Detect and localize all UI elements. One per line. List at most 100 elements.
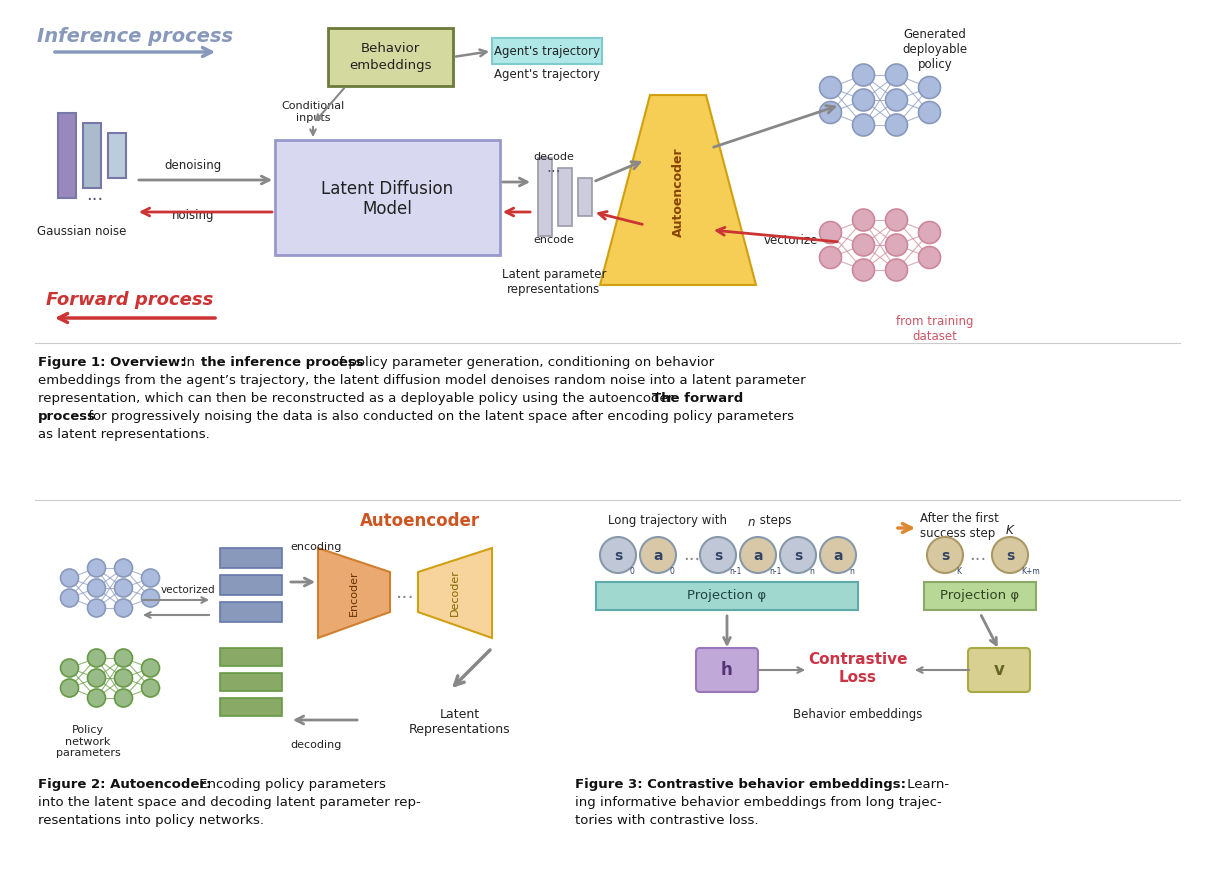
Circle shape [741, 537, 776, 573]
Text: Figure 1: Overview:: Figure 1: Overview: [38, 356, 186, 369]
Text: Loss: Loss [839, 671, 877, 686]
FancyBboxPatch shape [968, 648, 1030, 692]
Bar [220, 602, 282, 622]
Text: as latent representations.: as latent representations. [38, 428, 209, 441]
Text: a: a [833, 549, 843, 563]
Text: K+m: K+m [1021, 567, 1041, 576]
Text: K: K [1006, 524, 1014, 537]
Bar [492, 38, 602, 64]
Circle shape [852, 259, 874, 281]
Text: embeddings from the agent’s trajectory, the latent diffusion model denoises rand: embeddings from the agent’s trajectory, … [38, 374, 806, 387]
Text: vectorize: vectorize [764, 233, 818, 246]
Text: Gaussian noise: Gaussian noise [38, 225, 126, 238]
Text: Behavior: Behavior [361, 42, 420, 55]
Text: tories with contrastive loss.: tories with contrastive loss. [575, 814, 759, 827]
Circle shape [88, 559, 106, 577]
Text: Agent's trajectory: Agent's trajectory [494, 68, 599, 81]
Text: Decoder: Decoder [450, 569, 460, 616]
Text: ...: ... [969, 546, 986, 564]
Text: Model: Model [362, 200, 412, 217]
Text: encode: encode [534, 235, 574, 245]
Circle shape [141, 589, 159, 607]
Bar [578, 178, 592, 216]
Text: n: n [748, 516, 755, 529]
Text: ...: ... [86, 186, 103, 204]
Text: Agent's trajectory: Agent's trajectory [494, 45, 599, 57]
Circle shape [114, 559, 133, 577]
Text: Autoencoder: Autoencoder [671, 147, 685, 237]
Circle shape [141, 569, 159, 587]
Bar [558, 168, 572, 226]
Circle shape [779, 537, 816, 573]
Text: Contrastive: Contrastive [809, 652, 908, 668]
Text: from training
dataset: from training dataset [896, 315, 974, 343]
Circle shape [992, 537, 1028, 573]
Bar [220, 673, 282, 691]
Circle shape [918, 222, 940, 244]
Bar [328, 28, 454, 86]
Circle shape [885, 89, 907, 111]
Circle shape [918, 246, 940, 268]
Text: s: s [794, 549, 803, 563]
Text: n: n [810, 567, 815, 576]
Text: of policy parameter generation, conditioning on behavior: of policy parameter generation, conditio… [327, 356, 714, 369]
Text: Inference process: Inference process [36, 26, 233, 46]
Circle shape [820, 537, 856, 573]
Text: noising: noising [171, 209, 214, 222]
Bar [220, 648, 282, 666]
Text: n-1: n-1 [770, 567, 782, 576]
Text: n: n [850, 567, 855, 576]
Circle shape [852, 89, 874, 111]
Text: v: v [993, 661, 1004, 679]
Bar [220, 548, 282, 568]
Text: Learn-: Learn- [903, 778, 950, 791]
Circle shape [852, 64, 874, 86]
Text: 0: 0 [670, 567, 675, 576]
Circle shape [599, 537, 636, 573]
Bar [275, 140, 500, 255]
Text: Figure 2: Autoencoder:: Figure 2: Autoencoder: [38, 778, 212, 791]
Text: Encoder: Encoder [349, 570, 359, 616]
Text: Figure 3: Contrastive behavior embeddings:: Figure 3: Contrastive behavior embedding… [575, 778, 906, 791]
Polygon shape [418, 548, 492, 638]
Circle shape [61, 569, 79, 587]
Circle shape [61, 679, 79, 697]
Text: K: K [957, 567, 962, 576]
Text: Projection φ: Projection φ [687, 590, 766, 603]
Circle shape [820, 222, 841, 244]
Bar [596, 582, 858, 610]
Circle shape [918, 101, 940, 123]
Text: In: In [170, 356, 199, 369]
Text: Latent parameter
representations: Latent parameter representations [502, 268, 607, 296]
Text: Forward process: Forward process [46, 291, 214, 309]
Circle shape [141, 679, 159, 697]
Text: Projection φ: Projection φ [940, 590, 1019, 603]
Text: resentations into policy networks.: resentations into policy networks. [38, 814, 264, 827]
Text: embeddings: embeddings [349, 60, 432, 72]
Text: Generated
deployable
policy: Generated deployable policy [902, 28, 968, 71]
FancyBboxPatch shape [696, 648, 758, 692]
Text: decode: decode [534, 152, 574, 162]
Circle shape [114, 599, 133, 617]
Circle shape [885, 114, 907, 136]
Circle shape [820, 246, 841, 268]
Circle shape [885, 259, 907, 281]
Circle shape [885, 234, 907, 256]
Text: ...: ... [683, 546, 700, 564]
Circle shape [88, 579, 106, 597]
Text: Latent Diffusion: Latent Diffusion [321, 180, 454, 197]
Text: ...: ... [395, 583, 415, 603]
Text: process: process [38, 410, 96, 423]
Text: vectorized: vectorized [161, 585, 215, 595]
Text: encoding: encoding [289, 542, 342, 552]
Circle shape [820, 101, 841, 123]
Text: a: a [753, 549, 762, 563]
Text: Behavior embeddings: Behavior embeddings [793, 708, 923, 721]
Circle shape [820, 77, 841, 99]
Circle shape [114, 689, 133, 707]
Circle shape [885, 64, 907, 86]
Text: Long trajectory with: Long trajectory with [608, 514, 731, 527]
Text: a: a [653, 549, 663, 563]
Text: s: s [714, 549, 722, 563]
Polygon shape [319, 548, 390, 638]
